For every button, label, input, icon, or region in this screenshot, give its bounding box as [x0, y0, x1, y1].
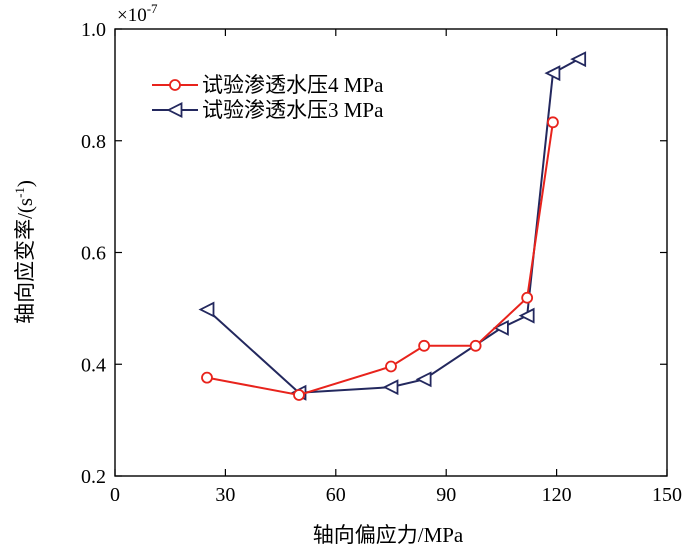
- y-tick-label: 1.0: [81, 19, 106, 41]
- data-point-triangle: [492, 319, 509, 336]
- data-point-circle: [521, 291, 534, 304]
- legend-label: 试验渗透水压3 MPa: [202, 98, 384, 122]
- data-point-circle: [469, 339, 482, 352]
- data-point-triangle: [570, 51, 587, 68]
- y-axis-label: 轴向应变率/(s-1): [12, 180, 37, 324]
- data-point-circle: [201, 371, 213, 384]
- y-tick-label: 0.8: [81, 131, 106, 153]
- x-tick-label: 120: [542, 484, 572, 506]
- x-tick-label: 30: [215, 484, 235, 506]
- data-point-circle: [293, 389, 305, 401]
- legend-label: 试验渗透水压4 MPa: [202, 73, 384, 97]
- series-1: [201, 116, 559, 401]
- data-point-triangle: [518, 307, 535, 324]
- axes: 0 30 60 90 120 150 0.2 0.4 0.6 0.8 1.0: [81, 19, 682, 506]
- series-2: [198, 51, 587, 401]
- data-point-triangle: [166, 102, 183, 118]
- y-axis-multiplier: ×10-7: [117, 1, 158, 26]
- data-point-triangle: [382, 379, 399, 396]
- data-point-circle: [169, 79, 181, 91]
- series-line: [206, 58, 580, 394]
- x-axis-label: 轴向偏应力/MPa: [313, 523, 464, 547]
- legend-item-2: 试验渗透水压3 MPa: [152, 98, 384, 122]
- x-tick-label: 60: [326, 484, 346, 506]
- x-tick-label: 150: [652, 484, 682, 506]
- data-point-circle: [385, 360, 397, 373]
- series-group: [198, 51, 587, 401]
- x-tick-label: 0: [110, 484, 120, 506]
- data-point-circle: [418, 339, 431, 352]
- legend-item-1: 试验渗透水压4 MPa: [152, 73, 384, 97]
- y-tick-label: 0.6: [81, 243, 106, 265]
- y-tick-label: 0.4: [81, 354, 106, 376]
- data-point-circle: [547, 116, 559, 129]
- data-point-triangle: [198, 301, 215, 318]
- y-tick-label: 0.2: [81, 466, 106, 488]
- data-point-triangle: [415, 371, 432, 388]
- data-point-triangle: [544, 65, 561, 82]
- x-tick-label: 90: [436, 484, 456, 506]
